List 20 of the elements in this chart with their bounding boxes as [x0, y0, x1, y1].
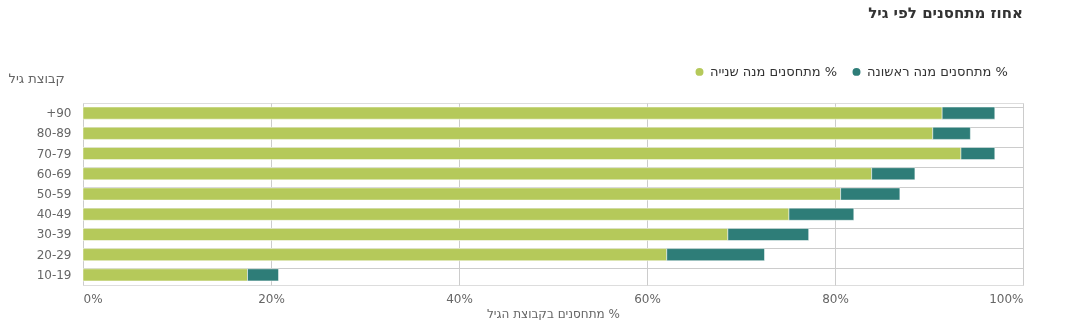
x-tick-label: 80%: [822, 291, 849, 306]
legend-label: מתחסנים מנה ראשונה %: [867, 63, 1008, 79]
y-tick-label: 40-49: [36, 207, 72, 222]
x-axis-title: מתחסנים בקבוצת הגיל %: [487, 306, 620, 321]
x-tick-label: 40%: [446, 291, 473, 306]
y-axis-title: קבוצת גיל: [8, 70, 65, 86]
y-tick-label: 10-19: [36, 267, 72, 282]
y-tick-label: 20-29: [36, 247, 72, 262]
x-tick-label: 0%: [83, 291, 103, 306]
x-tick-label: 20%: [258, 291, 285, 306]
y-tick-label: +90: [46, 106, 72, 121]
x-tick-label: 100%: [989, 291, 1024, 306]
x-tick-label: 60%: [634, 291, 661, 306]
y-tick-label: 30-39: [36, 227, 72, 242]
y-tick-label: 80-89: [36, 126, 72, 141]
y-tick-label: 60-69: [36, 166, 72, 181]
chart-title: אחוז מתחסנים לפי גיל: [868, 4, 1023, 22]
y-tick-label: 50-59: [36, 187, 72, 201]
y-tick-label: 70-79: [36, 146, 72, 161]
legend-label: מתחסנים מנה שנייה %: [710, 63, 838, 79]
